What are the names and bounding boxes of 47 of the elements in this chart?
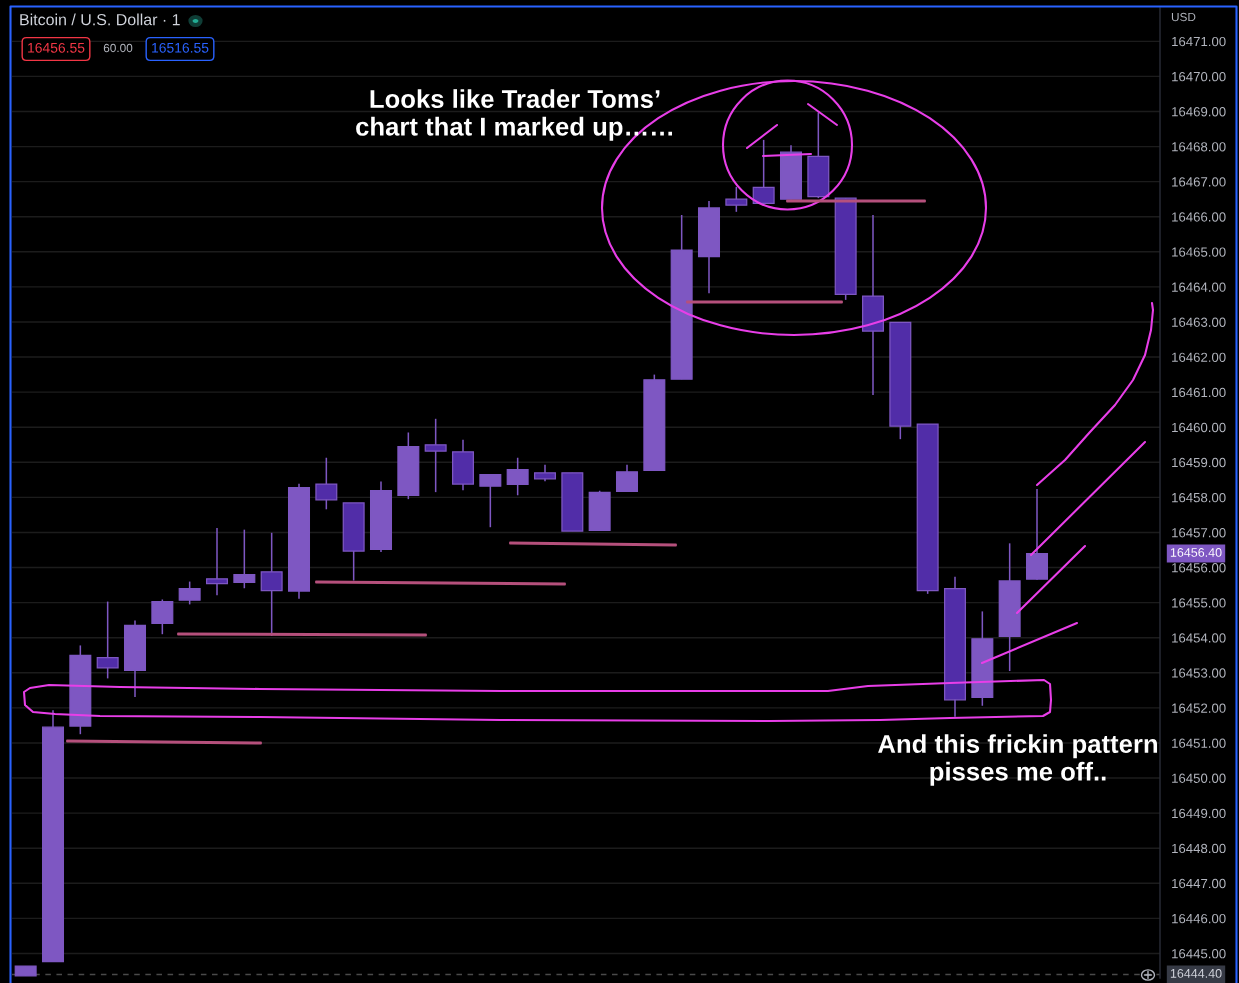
y-tick-label: 16466.00 (1172, 212, 1226, 222)
y-tick-label: 16471.00 (1172, 36, 1226, 47)
annotation: 16516.55 (152, 42, 209, 53)
y-tick-label: 16470.00 (1172, 71, 1226, 82)
text: 16456.40 (1170, 548, 1222, 557)
annotation: 60.00 (103, 43, 133, 53)
y-axis-title: USD (1171, 12, 1196, 22)
candlestick (315, 456, 338, 511)
annotation: And this frickin pattern pisses me off.. (878, 734, 1158, 786)
y-tick-label: 16446.00 (1172, 913, 1226, 924)
y-tick-label: 16452.00 (1172, 703, 1226, 713)
y-tick-label: 16451.00 (1172, 738, 1226, 748)
y-tick-label: 16447.00 (1172, 878, 1226, 889)
y-tick-label: 16462.00 (1172, 352, 1226, 362)
candlestick (151, 598, 174, 635)
y-tick-label: 16448.00 (1172, 843, 1226, 854)
y-tick-label: 16458.00 (1172, 492, 1226, 503)
y-tick-label: 16460.00 (1172, 422, 1226, 433)
y-tick-label: 16459.00 (1172, 457, 1226, 468)
candlestick (479, 473, 502, 528)
candlestick (725, 186, 748, 213)
y-tick-label: 16469.00 (1172, 107, 1226, 117)
y-tick-label: 16450.00 (1172, 773, 1226, 783)
y-tick-label: 16465.00 (1172, 247, 1226, 257)
y-tick-label: 16453.00 (1172, 668, 1226, 678)
candlestick (96, 600, 119, 680)
chart-title: Bitcoin / U.S. Dollar · 1 (20, 13, 180, 26)
y-tick-label: 16467.00 (1172, 177, 1226, 187)
y-tick-label: 16463.00 (1172, 317, 1226, 327)
y-tick-label: 16445.00 (1172, 949, 1226, 959)
y-tick-label: 16454.00 (1172, 633, 1226, 643)
y-tick-label: 16457.00 (1172, 528, 1226, 538)
y-tick-label: 16468.00 (1172, 142, 1226, 152)
candlestick (205, 527, 229, 597)
candlestick (233, 528, 256, 590)
ref-line-label: 16444.40 (1170, 969, 1222, 978)
candlestick (615, 463, 639, 493)
candlestick (506, 456, 529, 497)
y-tick-label: 16456.00 (1172, 563, 1226, 573)
y-tick-label: 16461.00 (1172, 387, 1226, 398)
candlestick (424, 418, 447, 493)
candlestick (178, 580, 201, 606)
candlestick (752, 139, 775, 205)
y-tick-label: 16464.00 (1172, 282, 1226, 292)
annotation: 16456.55 (28, 42, 85, 53)
y-tick-label: 16455.00 (1172, 598, 1226, 608)
y-tick-label: 16449.00 (1172, 808, 1226, 819)
